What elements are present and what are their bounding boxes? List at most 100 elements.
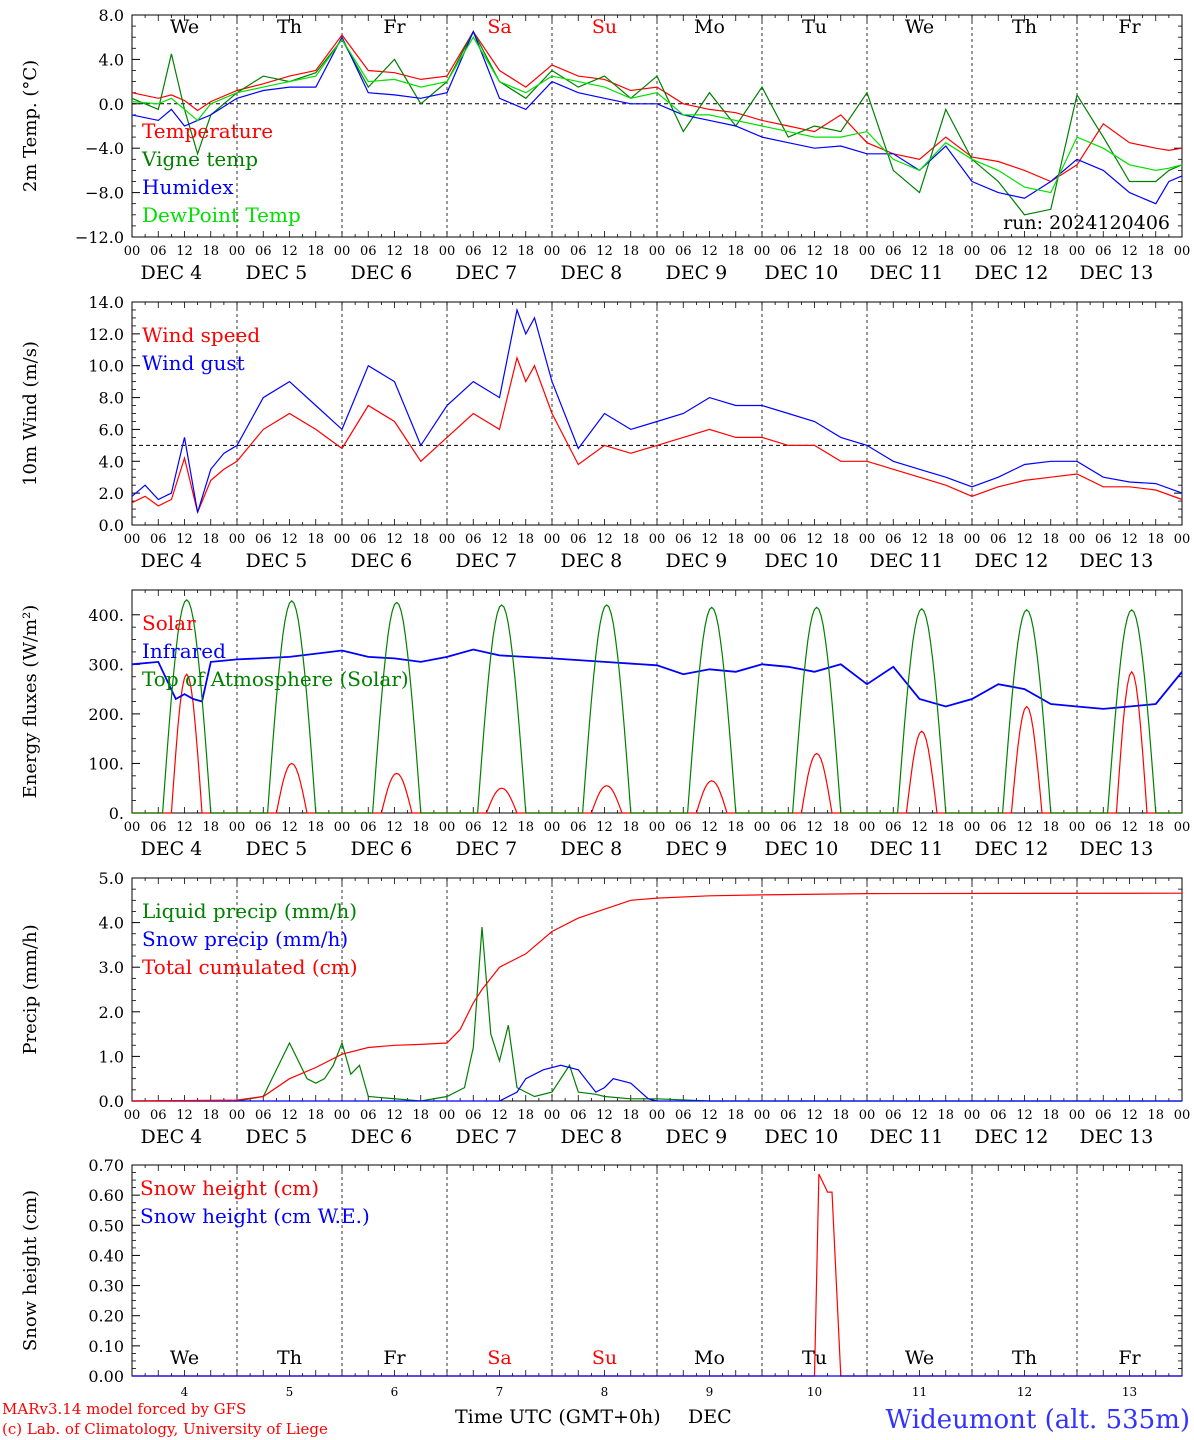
series-line-temperature — [131, 30, 1183, 183]
hour-tick-label: 06 — [465, 532, 482, 547]
hour-tick-label: 00 — [334, 244, 351, 259]
legend-entry: Top of Atmosphere (Solar) — [142, 667, 409, 691]
hour-tick-label: 00 — [649, 244, 666, 259]
panel-4: 5.0 4.0 3.0 2.0 1.0 0.0 Precip (mm/h) Liquid pr… — [20, 869, 1190, 1148]
hour-tick-label: 18 — [622, 532, 639, 547]
hour-tick-label: 12 — [491, 1108, 508, 1123]
y-tick-label: 2.0 — [99, 484, 124, 503]
hour-tick-label: 06 — [150, 244, 167, 259]
legend-entry: Snow height (cm W.E.) — [140, 1204, 370, 1228]
hour-tick-label: 18 — [412, 820, 429, 835]
date-label: DEC 5 — [245, 262, 307, 284]
hour-tick-label: 18 — [202, 1108, 219, 1123]
hour-tick-label: 00 — [334, 1108, 351, 1123]
hour-tick-label: 12 — [911, 820, 928, 835]
hour-tick-label: 12 — [281, 244, 298, 259]
day-name-label: Tu — [802, 1347, 827, 1369]
hour-tick-label: 06 — [150, 1108, 167, 1123]
y-tick-label: 4.0 — [99, 914, 124, 933]
hour-tick-label: 06 — [360, 1108, 377, 1123]
hour-tick-label: 06 — [465, 244, 482, 259]
hour-tick-label: 06 — [675, 1108, 692, 1123]
hour-tick-label: 18 — [727, 1108, 744, 1123]
hour-tick-label: 12 — [176, 244, 193, 259]
hour-tick-label: 12 — [386, 532, 403, 547]
day-name-label: Sa — [487, 1347, 511, 1369]
hour-tick-label: 12 — [176, 532, 193, 547]
hour-tick-label: 18 — [832, 244, 849, 259]
hour-tick-label: 00 — [229, 532, 246, 547]
hour-tick-label: 06 — [885, 820, 902, 835]
date-label: DEC 9 — [665, 1126, 727, 1148]
day-number-label: 9 — [706, 1385, 714, 1399]
hour-tick-label: 00 — [1174, 1108, 1191, 1123]
hour-tick-label: 18 — [727, 820, 744, 835]
date-label: DEC 7 — [455, 262, 517, 284]
hour-tick-label: 18 — [1042, 820, 1059, 835]
date-label: DEC 13 — [1079, 838, 1153, 860]
day-number-label: 10 — [807, 1385, 822, 1399]
hour-tick-label: 12 — [1016, 532, 1033, 547]
hour-tick-label: 12 — [281, 532, 298, 547]
hour-tick-label: 12 — [806, 532, 823, 547]
hour-tick-label: 18 — [202, 532, 219, 547]
y-tick-label: 0.30 — [88, 1277, 124, 1296]
hour-tick-label: 06 — [1095, 532, 1112, 547]
hour-tick-label: 06 — [990, 244, 1007, 259]
date-label: DEC 8 — [560, 262, 622, 284]
hour-tick-label: 06 — [255, 532, 272, 547]
hour-tick-label: 12 — [1121, 244, 1138, 259]
legend-entry: Temperature — [142, 119, 273, 143]
hour-tick-label: 06 — [150, 532, 167, 547]
hour-tick-label: 12 — [1016, 1108, 1033, 1123]
date-label: DEC 12 — [974, 550, 1048, 572]
hour-tick-label: 00 — [1069, 1108, 1086, 1123]
x-axis-unit: DEC — [688, 1406, 732, 1428]
hour-tick-label: 00 — [649, 820, 666, 835]
date-label: DEC 4 — [140, 1126, 202, 1148]
hour-tick-label: 06 — [1095, 244, 1112, 259]
hour-tick-label: 12 — [806, 820, 823, 835]
hour-tick-label: 00 — [964, 1108, 981, 1123]
legend-entry: Snow height (cm) — [140, 1176, 319, 1200]
hour-tick-label: 00 — [649, 1108, 666, 1123]
day-number-label: 13 — [1122, 1385, 1137, 1399]
hour-tick-label: 06 — [570, 1108, 587, 1123]
y-axis-label: Energy fluxes (W/m²) — [20, 605, 41, 799]
hour-tick-label: 06 — [885, 244, 902, 259]
hour-tick-label: 06 — [465, 820, 482, 835]
hour-tick-label: 18 — [517, 244, 534, 259]
hour-tick-label: 06 — [465, 1108, 482, 1123]
day-name-label: We — [905, 16, 934, 38]
hour-tick-label: 00 — [229, 1108, 246, 1123]
legend-entry: DewPoint Temp — [142, 203, 301, 227]
y-axis-label: Snow height (cm) — [20, 1190, 41, 1351]
hour-tick-label: 00 — [964, 532, 981, 547]
day-number-label: 8 — [601, 1385, 609, 1399]
y-tick-label: 14.0 — [88, 293, 124, 312]
date-label: DEC 5 — [245, 1126, 307, 1148]
day-name-label: Th — [1012, 16, 1037, 38]
hour-tick-label: 00 — [964, 820, 981, 835]
panel-5: 0.70 0.60 0.50 0.40 0.30 0.20 0.10 0.00 Snow hei… — [20, 1156, 1183, 1399]
hour-tick-label: 18 — [937, 532, 954, 547]
y-tick-label: 400. — [88, 606, 124, 625]
day-name-label: Th — [277, 1347, 302, 1369]
hour-tick-label: 00 — [544, 1108, 561, 1123]
day-name-label: Mo — [694, 1347, 725, 1369]
hour-tick-label: 06 — [255, 1108, 272, 1123]
date-label: DEC 11 — [869, 262, 943, 284]
hour-tick-label: 06 — [885, 1108, 902, 1123]
hour-tick-label: 00 — [754, 244, 771, 259]
hour-tick-label: 00 — [1174, 244, 1191, 259]
hour-tick-label: 18 — [412, 1108, 429, 1123]
day-number-label: 7 — [496, 1385, 504, 1399]
day-name-label: Fr — [383, 1347, 406, 1369]
date-label: DEC 6 — [350, 1126, 412, 1148]
hour-tick-label: 00 — [859, 244, 876, 259]
hour-tick-label: 18 — [1042, 244, 1059, 259]
y-tick-label: 0.50 — [88, 1216, 124, 1235]
legend-entry: Wind gust — [142, 351, 245, 375]
y-tick-label: 0.20 — [88, 1307, 124, 1326]
hour-tick-label: 00 — [1174, 532, 1191, 547]
